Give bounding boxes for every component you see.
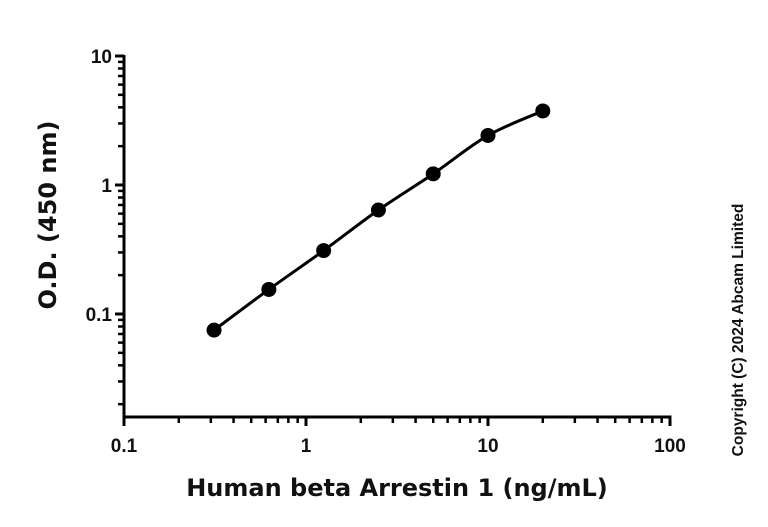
data-point bbox=[206, 322, 222, 338]
x-axis-title: Human beta Arrestin 1 (ng/mL) bbox=[186, 474, 608, 502]
y-tick-label: 0.1 bbox=[86, 305, 113, 326]
y-tick-label: 10 bbox=[91, 47, 112, 68]
y-axis-title: O.D. (450 nm) bbox=[34, 121, 62, 310]
data-point bbox=[316, 243, 332, 259]
x-tick-label: 1 bbox=[301, 436, 312, 457]
data-point bbox=[370, 202, 386, 218]
data-point bbox=[261, 281, 277, 297]
data-series bbox=[206, 103, 551, 338]
data-point bbox=[425, 166, 441, 182]
x-tick-label: 100 bbox=[654, 436, 686, 457]
y-tick-label: 1 bbox=[101, 176, 112, 197]
x-tick-label: 0.1 bbox=[111, 436, 138, 457]
copyright-notice: Copyright (C) 2024 Abcam Limited bbox=[730, 204, 747, 457]
x-axis: 0.1 1 10 100 bbox=[111, 415, 686, 457]
data-point bbox=[480, 127, 496, 143]
x-tick-label: 10 bbox=[477, 436, 498, 457]
data-point bbox=[535, 103, 551, 119]
y-axis: 0.1 1 10 bbox=[86, 47, 126, 419]
fit-curve bbox=[213, 109, 544, 332]
